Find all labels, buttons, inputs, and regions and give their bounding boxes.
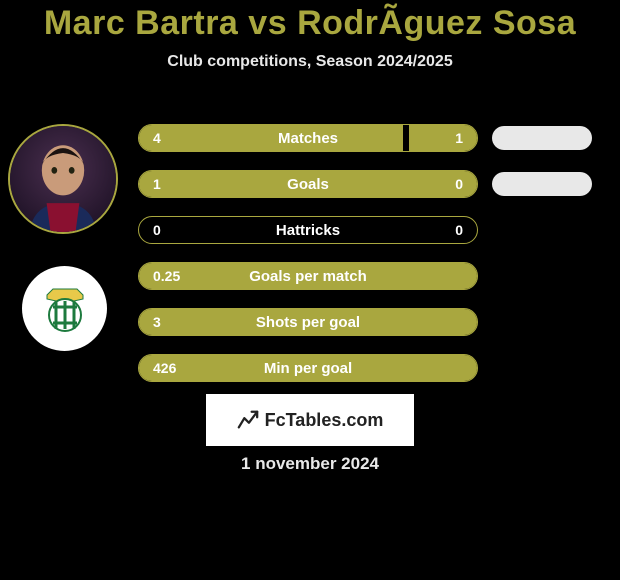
stat-bar: 3Shots per goal	[138, 308, 478, 336]
page-title: Marc Bartra vs RodrÃ­guez Sosa	[0, 0, 620, 43]
stat-bar: 10Goals	[138, 170, 478, 198]
stat-row: 41Matches	[138, 124, 604, 152]
vs-label: vs	[248, 4, 287, 42]
stat-bar: 0.25Goals per match	[138, 262, 478, 290]
stat-row: 0.25Goals per match	[138, 262, 604, 290]
subtitle: Club competitions, Season 2024/2025	[0, 53, 620, 71]
stat-bar: 426Min per goal	[138, 354, 478, 382]
compare-chip	[492, 126, 592, 150]
brand-logo-icon	[237, 409, 259, 431]
player-a-avatar	[8, 124, 118, 234]
stat-row: 3Shots per goal	[138, 308, 604, 336]
person-icon	[10, 126, 116, 232]
stat-bar: 00Hattricks	[138, 216, 478, 244]
stat-label: Min per goal	[139, 355, 477, 381]
stat-label: Hattricks	[139, 217, 477, 243]
stat-row: 426Min per goal	[138, 354, 604, 382]
stats-list: 41Matches 10Goals 00Hattricks 0.25Goals per…	[138, 124, 604, 400]
stat-label: Goals per match	[139, 263, 477, 289]
avatars-column	[8, 124, 128, 351]
club-crest-icon	[35, 279, 95, 339]
stat-row: 10Goals	[138, 170, 604, 198]
player-a-club-badge	[22, 266, 107, 351]
stat-label: Matches	[139, 125, 477, 151]
brand-badge: FcTables.com	[206, 394, 414, 446]
brand-text: FcTables.com	[265, 410, 384, 431]
player-b-name: RodrÃ­guez Sosa	[297, 4, 576, 42]
stat-row: 00Hattricks	[138, 216, 604, 244]
snapshot-date: 1 november 2024	[0, 454, 620, 474]
comparison-card: { "title": { "player_a": "Marc Bartra", …	[0, 0, 620, 580]
stat-label: Shots per goal	[139, 309, 477, 335]
player-a-name: Marc Bartra	[44, 4, 238, 42]
stat-label: Goals	[139, 171, 477, 197]
stat-bar: 41Matches	[138, 124, 478, 152]
compare-chip	[492, 172, 592, 196]
